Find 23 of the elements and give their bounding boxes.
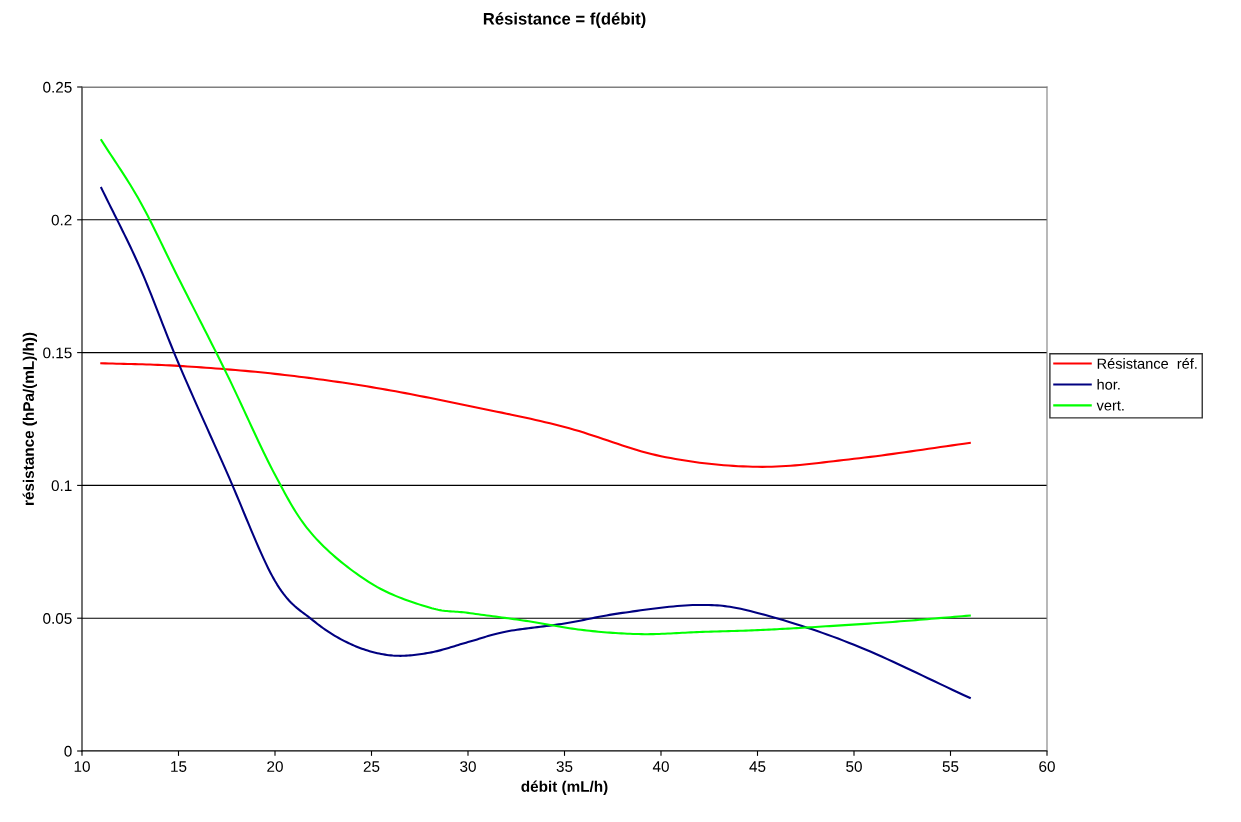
y-tick-label: 0.25 [43, 81, 72, 93]
x-tick-label: 45 [749, 761, 766, 772]
x-tick-label: 40 [652, 761, 669, 772]
legend-label: Résistance réf. [1097, 357, 1197, 369]
y-tick-label: 0.15 [43, 347, 72, 359]
x-tick-label: 25 [363, 761, 380, 772]
x-tick-label: 30 [460, 761, 476, 772]
y-tick-label: 0 [64, 745, 72, 757]
legend-label: vert. [1096, 401, 1124, 411]
x-tick-label: 10 [74, 761, 90, 772]
x-tick-label: 20 [267, 761, 283, 772]
y-axis-title: résistance (hPa/(mL)/h)) [22, 332, 37, 505]
x-tick-label: 15 [171, 761, 187, 772]
y-tick-label: 0.05 [43, 613, 72, 624]
x-tick-label: 50 [846, 761, 862, 772]
x-axis-title: débit (mL/h) [521, 780, 608, 795]
x-tick-label: 60 [1039, 761, 1055, 772]
y-tick-label: 0.1 [51, 480, 72, 492]
x-tick-label: 55 [942, 761, 959, 772]
x-tick-label: 35 [556, 761, 573, 772]
y-tick-label: 0.2 [51, 214, 72, 226]
legend-label: hor. [1097, 379, 1120, 390]
chart-title: Résistance = f(débit) [483, 12, 646, 28]
